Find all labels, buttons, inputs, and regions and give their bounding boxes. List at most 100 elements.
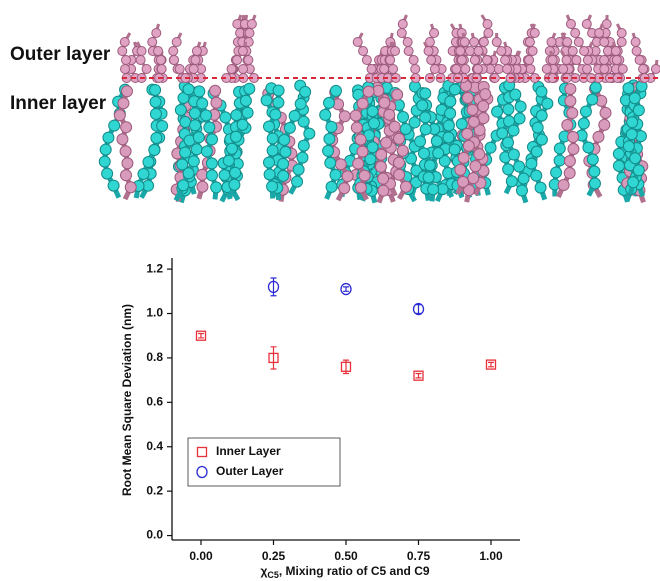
atom — [364, 153, 377, 166]
atom — [358, 46, 369, 56]
atom — [442, 119, 455, 132]
atom — [266, 132, 279, 145]
atom — [388, 64, 399, 74]
atom — [303, 127, 316, 140]
atom — [120, 64, 131, 74]
atom — [322, 144, 335, 157]
atom — [638, 64, 649, 74]
atom — [429, 64, 440, 74]
atom — [225, 142, 238, 155]
atom — [464, 46, 475, 56]
atom — [557, 179, 570, 192]
atom — [423, 159, 436, 172]
atom — [179, 146, 192, 159]
atom — [374, 160, 387, 173]
atom — [356, 97, 369, 110]
atom — [192, 131, 205, 144]
atom — [266, 144, 279, 157]
atom — [408, 55, 419, 65]
y-tick-label: 1.2 — [146, 261, 163, 275]
atom — [228, 178, 241, 191]
atom — [354, 133, 367, 146]
atom — [379, 64, 390, 74]
atom — [419, 87, 432, 100]
atom — [491, 105, 504, 118]
atom — [101, 167, 114, 180]
atom — [391, 88, 404, 101]
atom — [530, 169, 543, 182]
atom — [627, 176, 640, 189]
atom — [581, 19, 592, 29]
atom — [396, 144, 409, 157]
atom — [269, 108, 282, 121]
atom — [206, 133, 219, 146]
atom — [200, 109, 213, 122]
atom — [210, 181, 223, 194]
y-tick-label: 0.4 — [146, 439, 163, 453]
atom — [260, 94, 273, 107]
atom — [534, 181, 547, 194]
atom — [388, 120, 401, 133]
atom — [629, 152, 642, 165]
atom — [272, 84, 285, 97]
atom — [586, 93, 599, 106]
atom — [612, 159, 625, 172]
atom — [482, 19, 493, 29]
atom — [419, 123, 432, 136]
y-tick-label: 0.6 — [146, 395, 163, 409]
atom — [473, 148, 486, 161]
atom — [599, 55, 610, 65]
legend-label: Outer Layer — [216, 464, 284, 478]
atom — [577, 117, 590, 130]
y-axis-label: Root Mean Square Deviation (nm) — [120, 304, 134, 496]
atom — [469, 160, 482, 173]
atom — [243, 82, 256, 95]
atom — [525, 64, 536, 74]
atom — [148, 143, 161, 156]
atom — [457, 151, 470, 164]
atom — [410, 64, 421, 74]
atom — [237, 46, 248, 56]
x-tick-label: 0.00 — [189, 549, 213, 563]
atom — [205, 157, 218, 170]
atom — [402, 37, 413, 47]
atom — [232, 55, 243, 65]
atom — [341, 170, 354, 183]
atom — [467, 172, 480, 185]
atom — [477, 100, 490, 113]
atom — [582, 55, 593, 65]
atom — [377, 172, 390, 185]
error-bar — [488, 361, 494, 368]
atom — [117, 97, 130, 110]
atom — [513, 112, 526, 125]
atom — [598, 118, 611, 131]
atom — [632, 164, 645, 177]
atom — [473, 46, 484, 56]
atom — [124, 181, 137, 194]
atom — [366, 141, 379, 154]
x-tick-label: 1.00 — [479, 549, 503, 563]
atom — [149, 83, 162, 96]
atom — [218, 169, 231, 182]
atom — [622, 82, 635, 95]
atom — [119, 37, 130, 47]
atom — [579, 46, 590, 56]
atom — [352, 157, 365, 170]
atom — [579, 105, 592, 118]
atom — [296, 151, 309, 164]
atom — [319, 108, 332, 121]
error-bar — [415, 304, 422, 315]
legend-label: Inner Layer — [216, 444, 281, 458]
atom — [505, 175, 518, 188]
atom — [564, 95, 577, 108]
atom — [383, 108, 396, 121]
x-axis-label: χC5, Mixing ratio of C5 and C9 — [260, 564, 429, 580]
atom — [563, 167, 576, 180]
atom — [616, 37, 627, 47]
error-bar — [270, 277, 277, 297]
atom — [392, 156, 405, 169]
atom — [455, 46, 466, 56]
atom — [368, 117, 381, 130]
atom — [174, 64, 185, 74]
